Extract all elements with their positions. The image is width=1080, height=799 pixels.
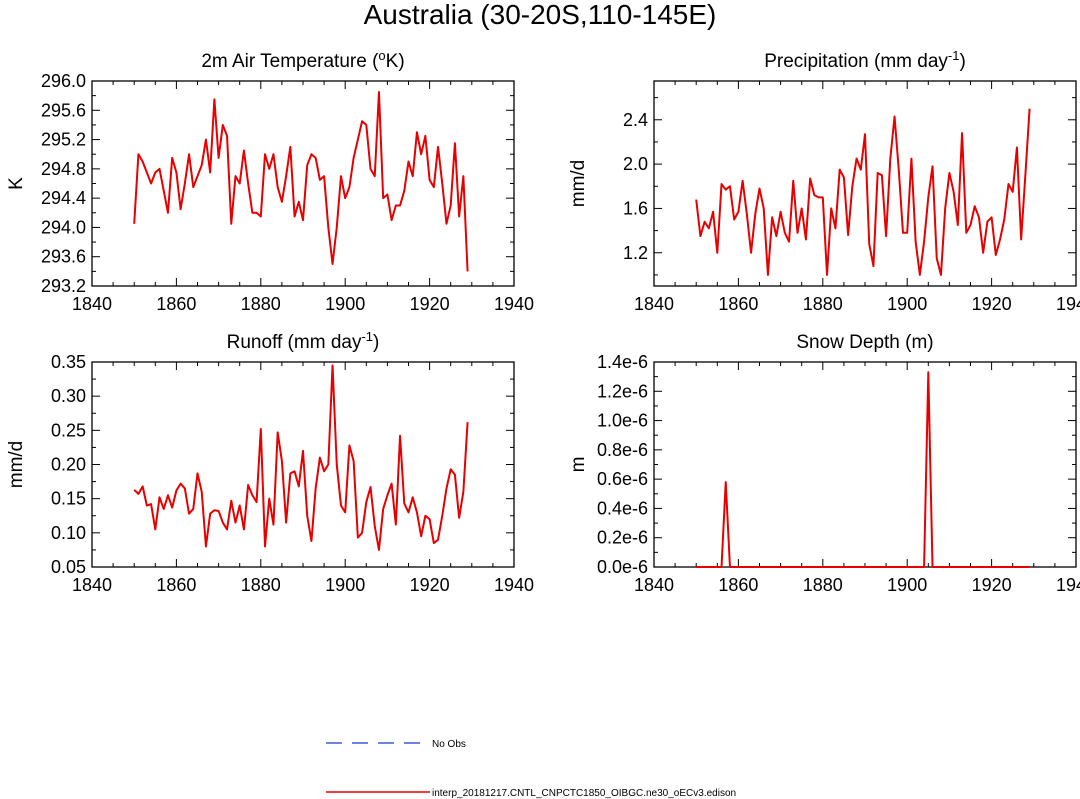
y-tick-label: 2.4 <box>623 110 648 130</box>
y-tick-label: 295.6 <box>41 100 86 120</box>
y-axis-label-runoff: mm/d <box>6 441 27 489</box>
x-tick-label: 1920 <box>410 294 450 314</box>
y-tick-label: 294.4 <box>41 188 86 208</box>
y-tick-label: 0.10 <box>51 523 86 543</box>
panels: 2m Air Temperature (oK) K 1840 1860 1880 1900… <box>6 48 1080 595</box>
y-tick-label: 1.6 <box>623 198 648 218</box>
x-tick-label: 1900 <box>325 575 365 595</box>
x-tick-label: 1880 <box>803 294 843 314</box>
panel-temperature: 2m Air Temperature (oK) K 1840 1860 1880 1900… <box>6 48 534 314</box>
x-tick-label: 1920 <box>972 294 1012 314</box>
y-tick-label: 0.6e-6 <box>597 469 648 489</box>
plot-frame-snow-depth <box>653 361 1077 568</box>
y-tick-label: 1.0e-6 <box>597 411 648 431</box>
y-tick-label: 294.8 <box>41 159 86 179</box>
y-tick-label: 293.6 <box>41 247 86 267</box>
panel-title-temperature: 2m Air Temperature (oK) <box>201 48 404 72</box>
y-tick-label: 0.4e-6 <box>597 498 648 518</box>
y-tick-label: 294.0 <box>41 217 86 237</box>
x-tick-label: 1940 <box>494 294 534 314</box>
x-tick-label: 1900 <box>325 294 365 314</box>
x-tick-label: 1840 <box>72 575 112 595</box>
panel-title-main: Precipitation (mm day <box>764 51 948 72</box>
y-tick-label: 0.15 <box>51 489 86 509</box>
plot-frame-temperature <box>91 80 515 287</box>
x-tick-label: 1940 <box>1056 575 1080 595</box>
y-axis-label-snow-depth: m <box>568 457 589 473</box>
x-tick-label: 1940 <box>494 575 534 595</box>
y-tick-label: 296.0 <box>41 71 86 91</box>
x-tick-label: 1860 <box>718 294 758 314</box>
x-tick-label: 1900 <box>887 294 927 314</box>
panel-title-superscript: -1 <box>948 48 960 63</box>
panel-title-tail: ) <box>959 51 965 72</box>
x-tick-label: 1860 <box>156 294 196 314</box>
y-tick-label: 0.8e-6 <box>597 440 648 460</box>
panel-runoff: Runoff (mm day-1) mm/d 1840 1860 1880 1900 192… <box>6 329 534 595</box>
y-tick-label: 0.20 <box>51 455 86 475</box>
panel-precipitation: Precipitation (mm day-1) mm/d 1840 1860 1880… <box>568 48 1080 314</box>
series-line-precipitation <box>695 108 1031 276</box>
x-tick-label: 1940 <box>1056 294 1080 314</box>
x-tick-label: 1840 <box>72 294 112 314</box>
legend-obs-label: No Obs <box>432 739 466 750</box>
panel-title-main: Runoff (mm day <box>227 332 362 353</box>
series-line-snow-depth <box>696 371 1030 568</box>
y-tick-label: 1.4e-6 <box>597 352 648 372</box>
y-tick-label: 295.2 <box>41 130 86 150</box>
y-tick-label: 0.30 <box>51 386 86 406</box>
x-tick-label: 1880 <box>241 294 281 314</box>
y-tick-label: 293.2 <box>41 276 86 296</box>
panel-title-tail: K) <box>386 51 405 72</box>
figure-title: Australia (30-20S,110-145E) <box>364 0 717 30</box>
x-tick-label: 1880 <box>803 575 843 595</box>
x-tick-label: 1840 <box>634 294 674 314</box>
y-axis-label-temperature: K <box>6 177 27 190</box>
legend-model-label: interp_20181217.CNTL_CNPCTC1850_OIBGC.ne… <box>432 788 736 799</box>
y-axis-label-precipitation: mm/d <box>568 160 589 208</box>
panel-title-main: 2m Air Temperature ( <box>201 51 379 72</box>
y-tick-label: 2.0 <box>623 154 648 174</box>
panel-title-main: Snow Depth (m) <box>796 332 933 353</box>
series-line-temperature <box>133 90 469 272</box>
panel-title-superscript: o <box>378 48 385 63</box>
panel-title-superscript: -1 <box>361 329 373 344</box>
y-tick-label: 0.05 <box>51 557 86 577</box>
x-tick-label: 1920 <box>972 575 1012 595</box>
x-tick-label: 1860 <box>156 575 196 595</box>
x-tick-label: 1900 <box>887 575 927 595</box>
y-tick-label: 1.2 <box>623 243 648 263</box>
panel-title-runoff: Runoff (mm day-1) <box>227 329 380 353</box>
panel-title-snow-depth: Snow Depth (m) <box>796 332 933 353</box>
y-tick-label: 0.35 <box>51 352 86 372</box>
y-tick-label: 0.25 <box>51 420 86 440</box>
x-tick-label: 1920 <box>410 575 450 595</box>
series-line-runoff <box>133 364 469 551</box>
legend: No Obs interp_20181217.CNTL_CNPCTC1850_O… <box>326 739 736 799</box>
x-tick-label: 1860 <box>718 575 758 595</box>
panel-snow-depth: Snow Depth (m) m 1840 1860 1880 1900 1920 1940 0… <box>568 332 1080 595</box>
panel-title-precipitation: Precipitation (mm day-1) <box>764 48 966 72</box>
y-tick-label: 0.0e-6 <box>597 557 648 577</box>
panel-title-tail: ) <box>373 332 379 353</box>
y-tick-label: 0.2e-6 <box>597 528 648 548</box>
y-tick-label: 1.2e-6 <box>597 381 648 401</box>
x-tick-label: 1840 <box>634 575 674 595</box>
x-tick-label: 1880 <box>241 575 281 595</box>
